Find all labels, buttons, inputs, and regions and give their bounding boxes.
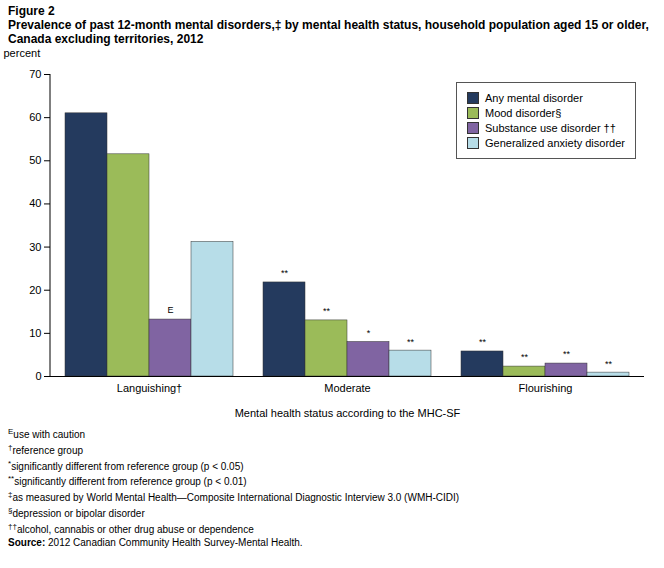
- html-text:Generalized anxiety disorder: Generalized anxiety disorder: [485, 137, 625, 149]
- html-text:††alcohol, cannabis or other d: ††alcohol, cannabis or other drug abuse …: [8, 522, 254, 536]
- html-text:**significantly different from: **significantly different from reference…: [8, 474, 247, 488]
- svg-text:**: **: [521, 352, 529, 362]
- html-text:†reference group: †reference group: [8, 442, 84, 457]
- svg-text:E: E: [167, 305, 173, 315]
- svg-text:**: **: [479, 337, 487, 347]
- svg-text:**: **: [323, 306, 331, 316]
- svg-text:10: 10: [29, 327, 41, 339]
- svg-text:**: **: [407, 336, 415, 346]
- svg-text:30: 30: [29, 241, 41, 253]
- html-text:*significantly different from: *significantly different from reference …: [8, 458, 244, 472]
- html-text:Prevalence of past 12-month me: Prevalence of past 12-month mental disor…: [8, 18, 649, 46]
- html-text:‡as measured by World Mental H: ‡as measured by World Mental Health—Comp…: [8, 490, 460, 504]
- html-text:§depression or bipolar disorde: §depression or bipolar disorder: [8, 506, 145, 520]
- html-text:Source: 2012 Canadian Communit: Source: 2012 Canadian Community Health S…: [8, 536, 303, 548]
- svg-text:percent: percent: [4, 47, 41, 59]
- svg-text:Flourishing: Flourishing: [519, 382, 573, 394]
- svg-text:Mental health status according: Mental health status according to the MH…: [235, 407, 461, 419]
- svg-text:**: **: [281, 268, 289, 278]
- svg-text:70: 70: [29, 68, 41, 80]
- html-text:Euse with caution: Euse with caution: [8, 427, 86, 441]
- svg-text:**: **: [605, 358, 613, 368]
- svg-text:0: 0: [35, 370, 41, 382]
- svg-text:*: *: [367, 328, 371, 338]
- html-text:Mood disorder§: Mood disorder§: [485, 107, 562, 119]
- svg-text:**: **: [563, 349, 571, 359]
- svg-text:50: 50: [29, 154, 41, 166]
- svg-text:60: 60: [29, 111, 41, 123]
- svg-text:20: 20: [29, 284, 41, 296]
- svg-text:Languishing†: Languishing†: [117, 382, 182, 394]
- svg-text:Moderate: Moderate: [324, 382, 370, 394]
- html-text:Any mental disorder: Any mental disorder: [485, 92, 583, 104]
- html-text:Figure 2: Figure 2: [8, 4, 55, 18]
- svg-text:40: 40: [29, 197, 41, 209]
- html-text:Substance use disorder ††: Substance use disorder ††: [485, 122, 616, 134]
